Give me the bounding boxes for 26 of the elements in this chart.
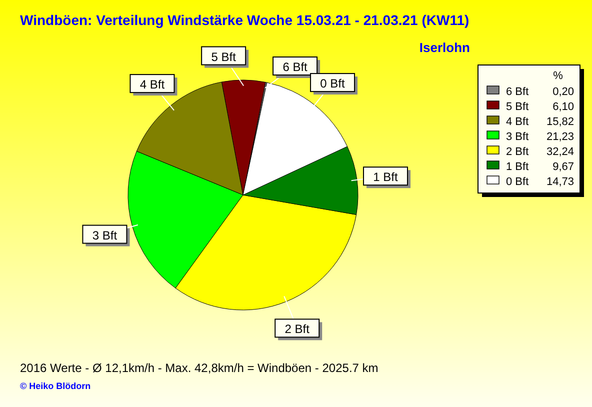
data-label: 21,23: [546, 131, 574, 143]
data-label: 15,82: [546, 116, 574, 128]
data-label: 6,10: [552, 101, 574, 113]
data-label: 14,73: [546, 176, 574, 188]
chart-subtitle: Iserlohn: [419, 40, 470, 55]
slice-label: 5 Bft: [211, 50, 237, 64]
legend-label: 1 Bft: [506, 161, 529, 173]
legend-label: 2 Bft: [506, 146, 529, 158]
slice-label: 6 Bft: [282, 60, 308, 74]
legend-label: 6 Bft: [506, 86, 529, 98]
slice-label: 2 Bft: [284, 322, 310, 336]
slice-label: 1 Bft: [373, 170, 399, 184]
slice-label: 3 Bft: [92, 228, 118, 242]
legend-label: 5 Bft: [506, 101, 529, 113]
data-label: 32,24: [546, 146, 574, 158]
text: © Heiko Blödorn: [20, 381, 91, 391]
legend-label: 0 Bft: [506, 176, 529, 188]
slice-label: 0 Bft: [320, 76, 346, 91]
legend-label: 3 Bft: [506, 131, 529, 143]
chart-title: Windböen: Verteilung Windstärke Woche 15.03.21 - 21.03.21 (KW11): [20, 12, 470, 28]
data-label: 9,67: [552, 161, 574, 173]
slice-label: 4 Bft: [140, 78, 166, 92]
legend-label: 4 Bft: [506, 116, 529, 128]
data-label: 0,20: [552, 86, 574, 98]
text: 2016 Werte - Ø 12,1km/h - Max. 42,8km/h = Windböen - 2025.7 km: [20, 361, 378, 375]
legend-title: %: [553, 70, 564, 82]
